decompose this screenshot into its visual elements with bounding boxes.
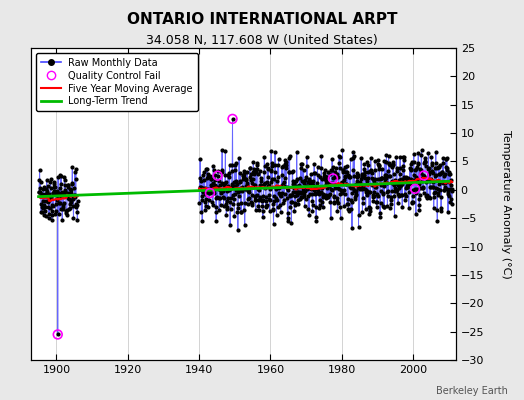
Point <box>53 331 62 338</box>
Point <box>228 116 237 122</box>
Point <box>213 172 222 179</box>
Text: 34.058 N, 117.608 W (United States): 34.058 N, 117.608 W (United States) <box>146 34 378 47</box>
Text: Berkeley Earth: Berkeley Earth <box>436 386 508 396</box>
Text: ONTARIO INTERNATIONAL ARPT: ONTARIO INTERNATIONAL ARPT <box>127 12 397 27</box>
Point <box>420 172 428 179</box>
Point <box>329 175 337 182</box>
Point <box>206 190 214 196</box>
Y-axis label: Temperature Anomaly (°C): Temperature Anomaly (°C) <box>501 130 511 278</box>
Legend: Raw Monthly Data, Quality Control Fail, Five Year Moving Average, Long-Term Tren: Raw Monthly Data, Quality Control Fail, … <box>36 53 198 111</box>
Point <box>411 186 419 192</box>
